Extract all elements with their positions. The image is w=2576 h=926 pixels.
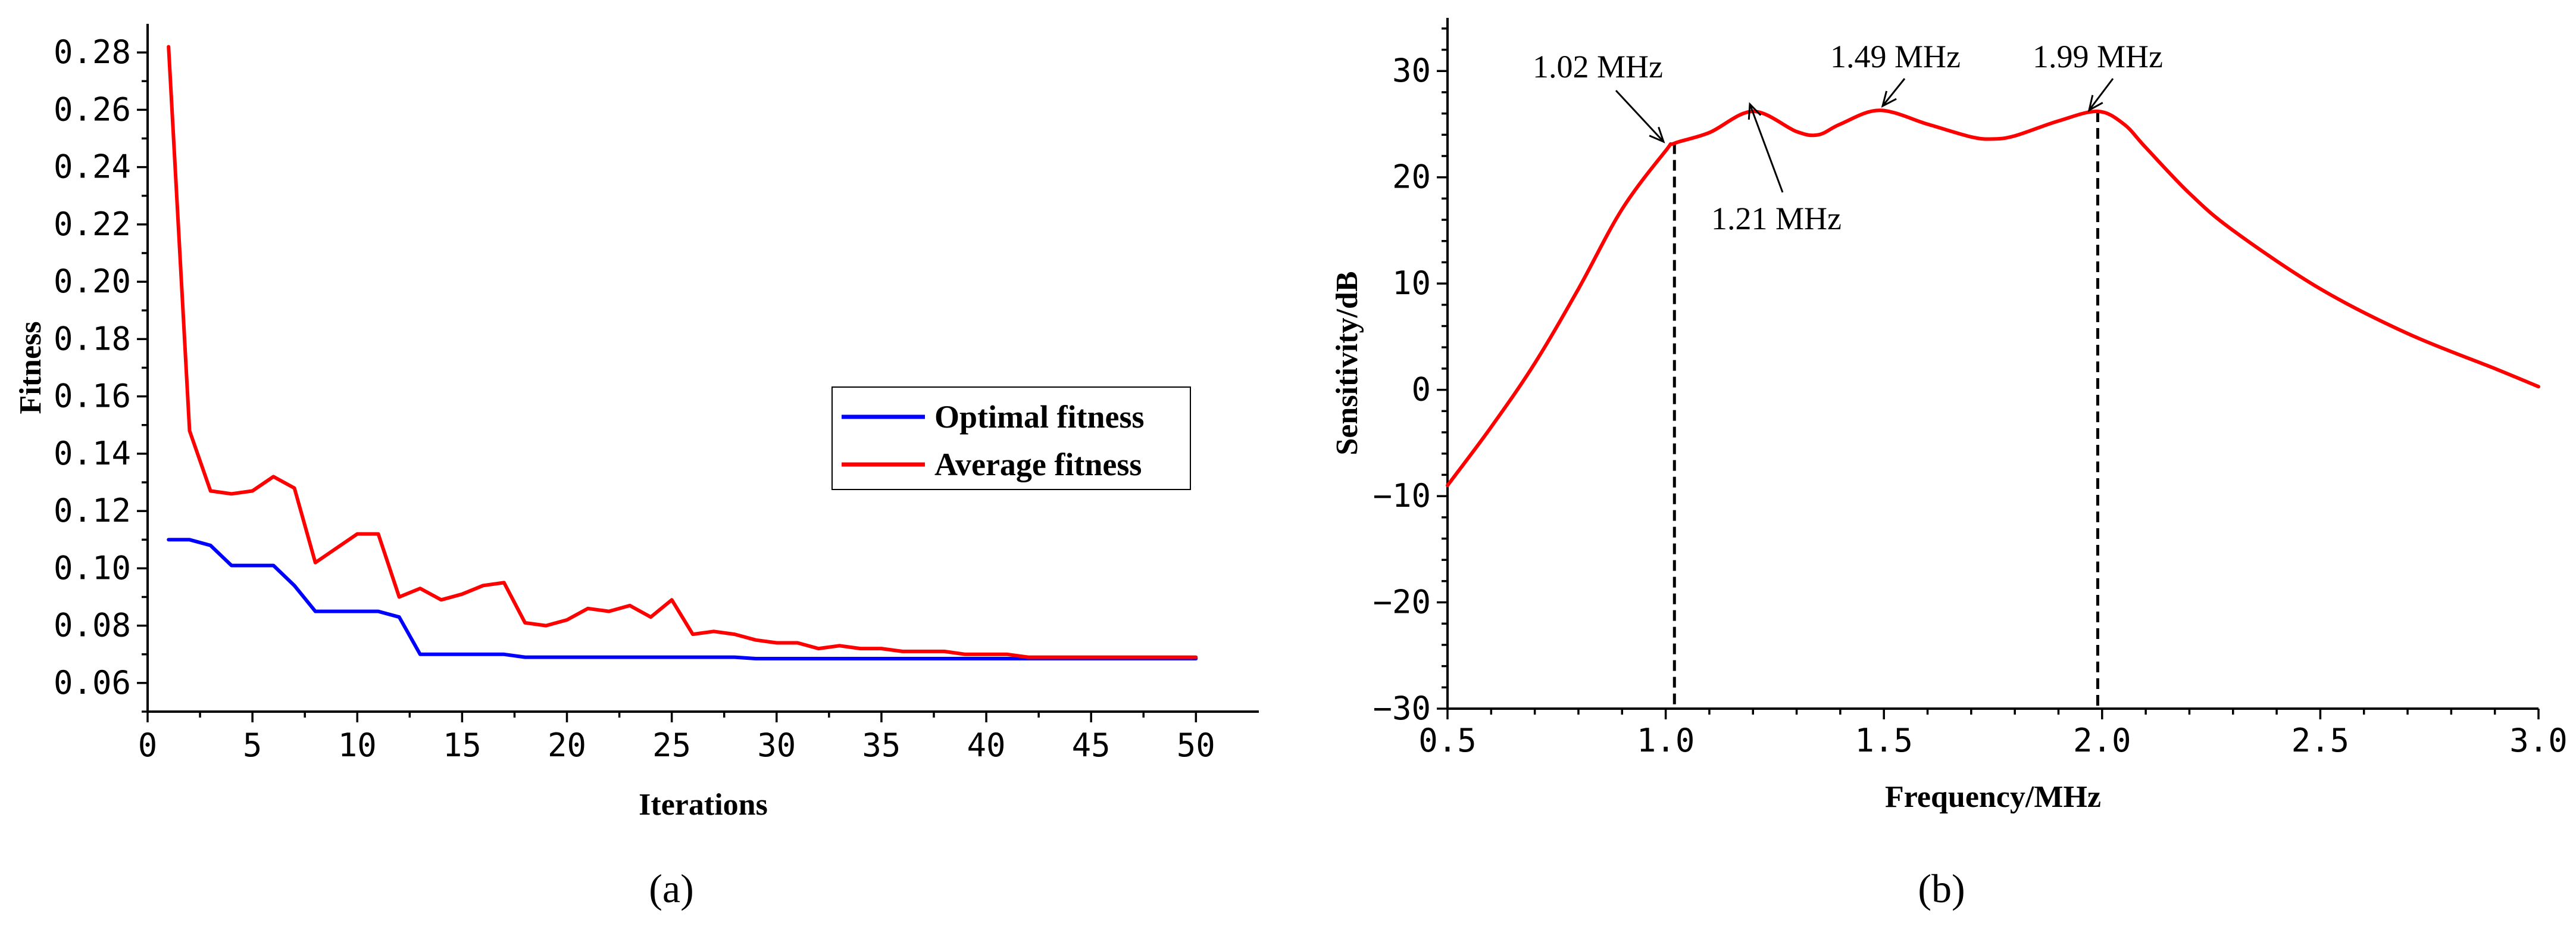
legend-label: Average fitness [934,447,1142,482]
y-tick-label: 0.16 [54,378,131,415]
annotation-arrow-line [2088,78,2114,111]
y-tick-label: 0.08 [54,607,131,644]
annotation-arrow-head [1881,91,1897,108]
y-tick-label: 0.26 [54,91,131,128]
chart-a: 0 5 10 15 20 25 30 35 40 45 50 0.06 0.08 0.10 0.12 0.14… [14,24,1259,822]
x-axis-title: Frequency/MHz [1885,780,2101,814]
annotation-arrow-line [1881,78,1906,107]
x-tick-label: 5 [243,727,262,764]
x-tick-label: 15 [443,727,482,764]
panel-label-b: (b) [1918,866,1965,911]
annotation-arrow-head [2087,95,2103,112]
y-tick-label: 30 [1392,52,1431,89]
legend-box [831,386,1191,490]
x-axis-title: Iterations [639,788,768,822]
series-line-average-fitness [167,45,1198,659]
x-tick-label: 2.0 [2073,722,2131,759]
y-axis-title: Sensitivity/dB [1330,271,1364,455]
y-tick-label: 0.14 [54,435,131,472]
x-tick-label: 1.5 [1855,722,1913,759]
series-line-optimal-fitness [167,538,1198,660]
x-tick-label: 30 [757,727,796,764]
x-tick-label: 35 [862,727,901,764]
annotation-arrow-line [1749,104,1784,193]
x-tick-label: 3.0 [2509,722,2568,759]
series-line-sensitivity [1446,108,2540,488]
y-tick-label: 10 [1392,264,1431,302]
y-tick-label: 0.28 [54,33,131,71]
x-tick-label: 40 [967,727,1006,764]
annotation-arrow-head [1747,102,1762,120]
y-tick-label: −30 [1373,690,1431,727]
y-tick-label: 0.10 [54,549,131,587]
x-tick-label: 45 [1072,727,1111,764]
y-tick-label: 0.18 [54,320,131,357]
x-tick-label: 25 [652,727,691,764]
x-tick-label: 2.5 [2291,722,2350,759]
panel-label-a: (a) [649,866,693,911]
annotation-label: 1.02 MHz [1533,49,1663,85]
y-axis-title: Fitness [14,322,48,414]
y-tick-label: −10 [1373,477,1431,515]
x-tick-label: 10 [338,727,377,764]
annotation-label: 1.21 MHz [1711,201,1842,236]
x-tick-label: 1.0 [1637,722,1695,759]
y-tick-label: 0.06 [54,664,131,701]
x-tick-label: 20 [548,727,586,764]
x-tick-label: 0.5 [1418,722,1477,759]
chart-b: 0.5 1.0 1.5 2.0 2.5 3.0 −30 −20 −10 0 10 20 30 Freque… [1330,18,2568,814]
y-tick-label: 0.12 [54,492,131,529]
y-tick-label: 0.20 [54,263,131,300]
y-tick-label: 0.24 [54,148,131,186]
annotation-arrow-line [1615,89,1665,143]
annotation-arrow-head [1649,126,1665,144]
y-tick-label: 0 [1411,371,1431,409]
x-tick-label: 0 [138,727,158,764]
annotation-label: 1.49 MHz [1830,39,1961,74]
y-tick-label: 0.22 [54,205,131,243]
annotation-label: 1.99 MHz [2033,39,2163,74]
legend-label: Optimal fitness [934,399,1145,435]
x-tick-label: 50 [1177,727,1215,764]
y-tick-label: 20 [1392,158,1431,196]
y-tick-label: −20 [1373,584,1431,621]
